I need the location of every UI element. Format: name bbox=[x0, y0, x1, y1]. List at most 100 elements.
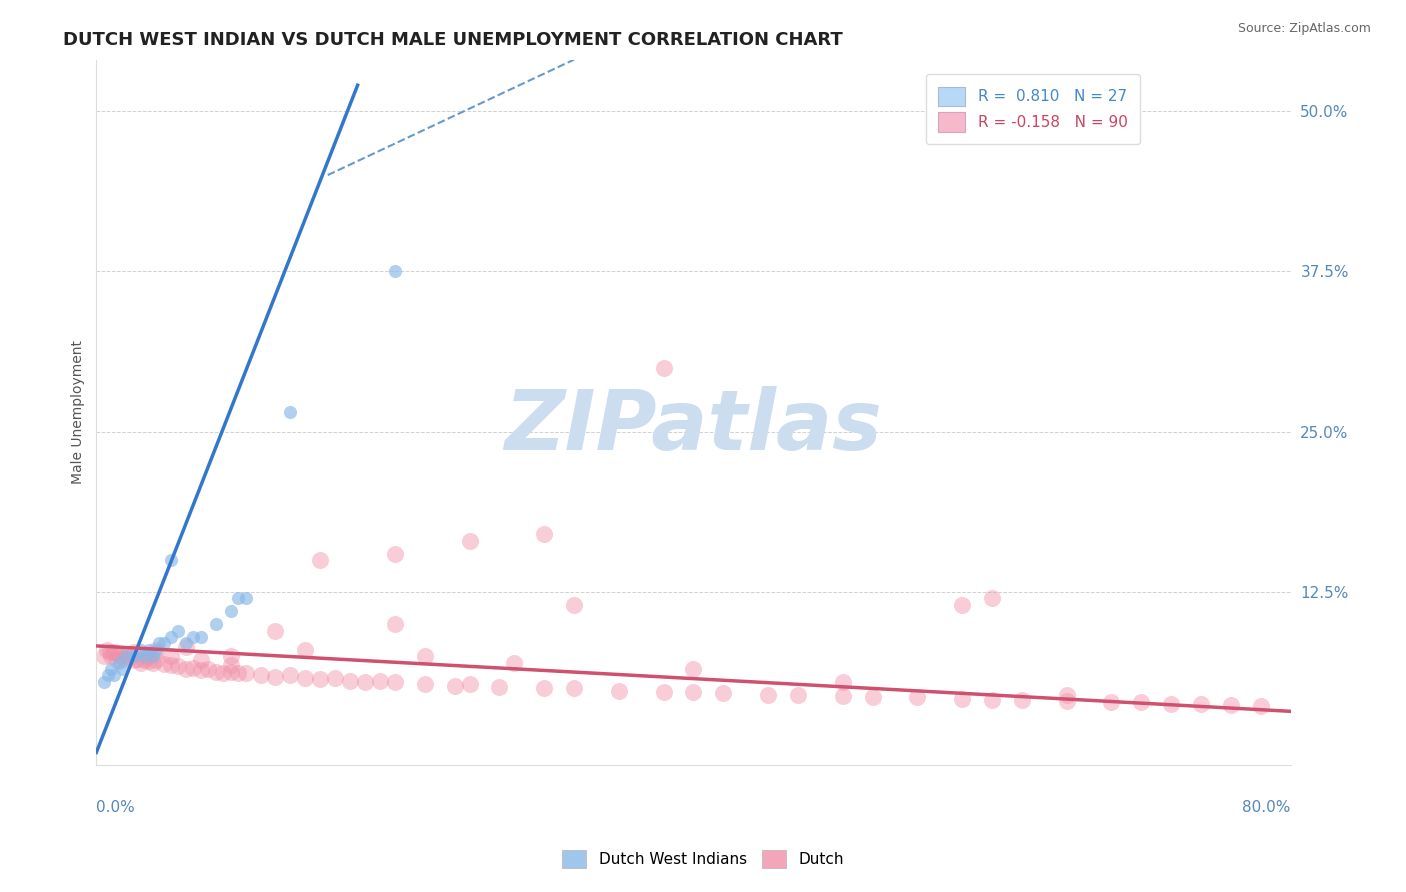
Point bbox=[190, 663, 212, 677]
Point bbox=[682, 685, 704, 699]
Point bbox=[100, 662, 122, 676]
Point bbox=[204, 665, 226, 679]
Point bbox=[138, 649, 160, 664]
Point bbox=[190, 653, 212, 667]
Point bbox=[174, 640, 197, 655]
Point bbox=[122, 649, 145, 664]
Point bbox=[249, 668, 271, 682]
Point bbox=[294, 671, 316, 685]
Point bbox=[533, 527, 555, 541]
Point bbox=[160, 553, 183, 567]
Point bbox=[115, 648, 138, 662]
Point bbox=[1056, 688, 1078, 702]
Point bbox=[219, 665, 242, 679]
Point bbox=[384, 547, 406, 561]
Point bbox=[562, 598, 585, 612]
Legend: R =  0.810   N = 27, R = -0.158   N = 90: R = 0.810 N = 27, R = -0.158 N = 90 bbox=[925, 74, 1140, 145]
Point bbox=[384, 674, 406, 689]
Point bbox=[167, 659, 190, 673]
Point bbox=[323, 671, 346, 685]
Point bbox=[1130, 695, 1153, 709]
Point bbox=[134, 649, 156, 664]
Point bbox=[183, 661, 205, 675]
Point bbox=[107, 648, 129, 662]
Point bbox=[235, 665, 257, 680]
Point bbox=[384, 617, 406, 632]
Point bbox=[98, 645, 121, 659]
Point bbox=[1011, 693, 1033, 707]
Point bbox=[129, 642, 152, 657]
Point bbox=[122, 653, 145, 667]
Point bbox=[115, 649, 138, 664]
Point bbox=[204, 617, 226, 632]
Point bbox=[981, 693, 1004, 707]
Point bbox=[118, 650, 141, 665]
Point bbox=[167, 624, 190, 638]
Text: 80.0%: 80.0% bbox=[1243, 800, 1291, 815]
Point bbox=[413, 677, 436, 691]
Point bbox=[443, 679, 465, 693]
Point bbox=[148, 636, 170, 650]
Point bbox=[862, 690, 884, 705]
Point bbox=[212, 665, 235, 680]
Point bbox=[235, 591, 257, 606]
Point bbox=[264, 670, 287, 684]
Point bbox=[138, 642, 160, 657]
Point bbox=[112, 651, 135, 665]
Point bbox=[219, 649, 242, 664]
Point bbox=[488, 680, 510, 694]
Point bbox=[1219, 698, 1241, 712]
Y-axis label: Male Unemployment: Male Unemployment bbox=[72, 341, 86, 484]
Text: DUTCH WEST INDIAN VS DUTCH MALE UNEMPLOYMENT CORRELATION CHART: DUTCH WEST INDIAN VS DUTCH MALE UNEMPLOY… bbox=[63, 31, 844, 49]
Point bbox=[1250, 699, 1272, 714]
Point bbox=[354, 674, 377, 689]
Point bbox=[138, 654, 160, 668]
Point bbox=[103, 668, 125, 682]
Point bbox=[112, 662, 135, 676]
Point bbox=[1101, 695, 1123, 709]
Point bbox=[787, 688, 810, 702]
Point bbox=[533, 681, 555, 696]
Point bbox=[1160, 697, 1182, 711]
Text: 0.0%: 0.0% bbox=[97, 800, 135, 815]
Point bbox=[413, 649, 436, 664]
Point bbox=[183, 630, 205, 644]
Point bbox=[134, 653, 156, 667]
Point bbox=[152, 657, 174, 671]
Point bbox=[682, 662, 704, 676]
Point bbox=[145, 642, 167, 657]
Point bbox=[110, 649, 132, 664]
Point bbox=[122, 645, 145, 659]
Point bbox=[107, 656, 129, 670]
Point bbox=[831, 689, 853, 703]
Point bbox=[309, 553, 332, 567]
Point bbox=[145, 653, 167, 667]
Point bbox=[458, 533, 481, 548]
Point bbox=[950, 598, 973, 612]
Point bbox=[160, 630, 183, 644]
Point bbox=[100, 649, 122, 664]
Point bbox=[97, 668, 120, 682]
Point bbox=[458, 677, 481, 691]
Point bbox=[1189, 697, 1212, 711]
Point bbox=[190, 630, 212, 644]
Point bbox=[160, 649, 183, 664]
Text: Source: ZipAtlas.com: Source: ZipAtlas.com bbox=[1237, 22, 1371, 36]
Point bbox=[103, 645, 125, 659]
Point bbox=[280, 405, 302, 419]
Point bbox=[368, 673, 391, 688]
Point bbox=[197, 662, 219, 676]
Text: ZIPatlas: ZIPatlas bbox=[505, 386, 883, 467]
Point bbox=[226, 591, 249, 606]
Point bbox=[309, 673, 332, 687]
Point bbox=[142, 656, 165, 670]
Point bbox=[503, 656, 526, 670]
Point bbox=[384, 264, 406, 278]
Point bbox=[339, 673, 361, 688]
Legend: Dutch West Indians, Dutch: Dutch West Indians, Dutch bbox=[554, 843, 852, 875]
Point bbox=[652, 685, 675, 699]
Point bbox=[129, 656, 152, 670]
Point bbox=[711, 686, 734, 700]
Point bbox=[219, 604, 242, 618]
Point bbox=[219, 658, 242, 673]
